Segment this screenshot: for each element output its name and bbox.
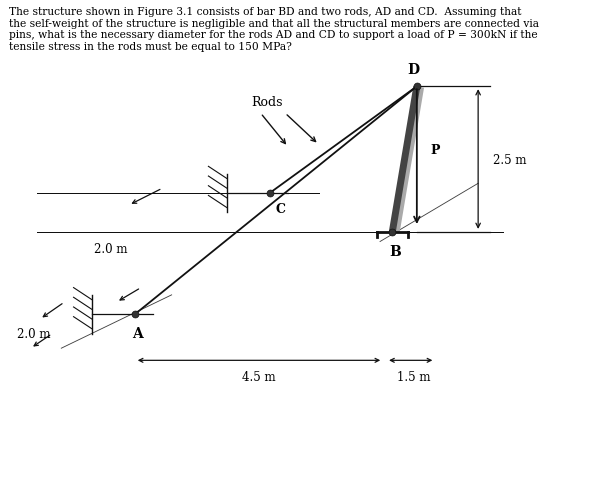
Text: 2.5 m: 2.5 m [493, 153, 527, 166]
Text: 2.0 m: 2.0 m [94, 243, 127, 256]
Text: 1.5 m: 1.5 m [397, 370, 430, 383]
Text: 2.0 m: 2.0 m [17, 328, 50, 340]
Text: B: B [389, 244, 402, 258]
Text: 4.5 m: 4.5 m [242, 370, 276, 383]
Text: C: C [276, 202, 286, 215]
Text: D: D [408, 62, 420, 76]
Text: A: A [132, 327, 143, 341]
Text: Rods: Rods [251, 96, 283, 109]
Text: The structure shown in Figure 3.1 consists of bar BD and two rods, AD and CD.  A: The structure shown in Figure 3.1 consis… [9, 7, 539, 52]
Text: P: P [430, 144, 440, 156]
